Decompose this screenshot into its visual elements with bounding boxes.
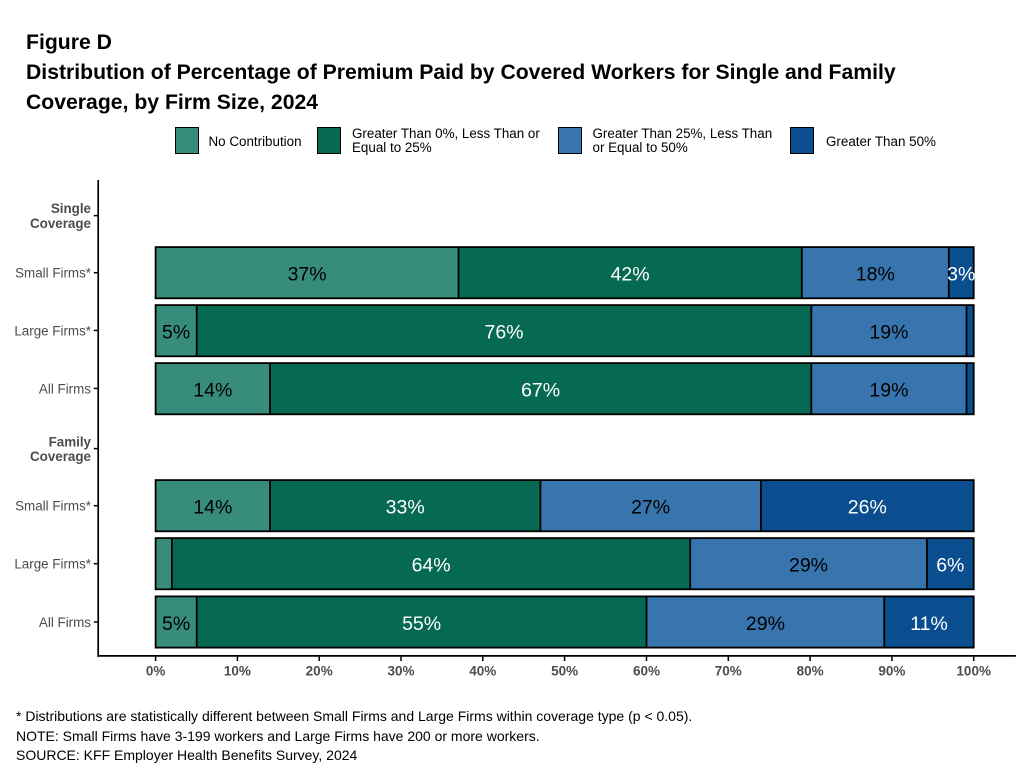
svg-text:18%: 18%	[856, 264, 895, 286]
svg-text:Small Firms*: Small Firms*	[15, 499, 91, 514]
svg-text:Coverage: Coverage	[30, 449, 91, 464]
svg-text:5%: 5%	[162, 613, 190, 635]
svg-text:6%: 6%	[936, 555, 964, 577]
svg-text:All Firms: All Firms	[39, 381, 91, 396]
svg-text:Large Firms*: Large Firms*	[14, 323, 91, 338]
svg-text:14%: 14%	[193, 380, 232, 402]
svg-text:64%: 64%	[412, 555, 451, 577]
svg-text:10%: 10%	[224, 663, 251, 678]
svg-text:All Firms: All Firms	[39, 615, 91, 630]
svg-text:5%: 5%	[162, 322, 190, 344]
svg-text:19%: 19%	[869, 380, 908, 402]
svg-text:Large Firms*: Large Firms*	[14, 557, 91, 572]
svg-text:20%: 20%	[306, 663, 333, 678]
svg-text:67%: 67%	[521, 380, 560, 402]
svg-text:55%: 55%	[402, 613, 441, 635]
svg-text:Coverage: Coverage	[30, 216, 91, 231]
svg-text:27%: 27%	[631, 497, 670, 519]
svg-text:76%: 76%	[484, 322, 523, 344]
svg-text:26%: 26%	[848, 497, 887, 519]
svg-text:50%: 50%	[551, 663, 578, 678]
svg-text:90%: 90%	[878, 663, 905, 678]
svg-text:60%: 60%	[633, 663, 660, 678]
svg-text:3%: 3%	[947, 264, 975, 286]
svg-text:29%: 29%	[789, 555, 828, 577]
svg-text:40%: 40%	[469, 663, 496, 678]
svg-text:30%: 30%	[387, 663, 414, 678]
svg-text:80%: 80%	[797, 663, 824, 678]
svg-text:70%: 70%	[715, 663, 742, 678]
svg-text:Small Firms*: Small Firms*	[15, 266, 91, 281]
svg-text:42%: 42%	[611, 264, 650, 286]
svg-text:11%: 11%	[910, 613, 948, 635]
svg-text:37%: 37%	[288, 264, 327, 286]
svg-text:Single: Single	[51, 201, 91, 216]
svg-text:19%: 19%	[869, 322, 908, 344]
svg-text:33%: 33%	[386, 497, 425, 519]
svg-text:0%: 0%	[146, 663, 166, 678]
svg-text:Family: Family	[49, 434, 92, 449]
svg-text:14%: 14%	[193, 497, 232, 519]
svg-text:100%: 100%	[956, 663, 991, 678]
svg-text:29%: 29%	[746, 613, 785, 635]
